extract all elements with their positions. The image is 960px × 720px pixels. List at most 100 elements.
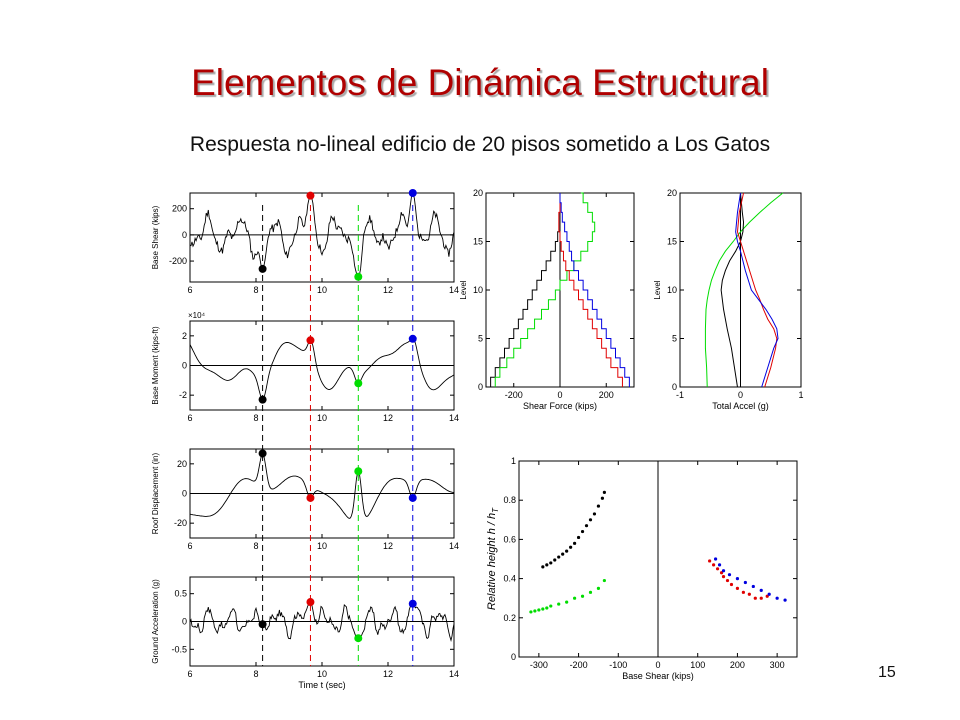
marker-point-red — [306, 191, 315, 200]
y-tick-label: -0.5 — [171, 644, 187, 654]
scatter-point-blue — [717, 563, 722, 567]
series-line — [189, 192, 455, 278]
scatter-point-black — [592, 512, 597, 516]
scatter-point-blue — [713, 557, 718, 561]
x-tick-label: -300 — [530, 660, 548, 670]
base-shear-chart: 6 8 10 12 14 -200 0 200 Base Shear (kips) — [151, 189, 459, 295]
series-line-blue — [735, 192, 779, 388]
scatter-point-red — [765, 594, 769, 598]
scatter-point-black — [596, 504, 601, 508]
x-tick-label: 14 — [449, 285, 459, 295]
y-axis-label: Roof Displacement (in) — [151, 452, 160, 534]
x-tick-label: 6 — [187, 285, 192, 295]
shear-profile-chart: -200 0 200 0 5 10 15 20 Shear Force (kips) Level — [459, 188, 635, 411]
y-tick-label: -20 — [174, 518, 187, 528]
marker-point-blue — [408, 599, 417, 608]
y-axis-label: Relative height h / hT — [486, 507, 500, 610]
y-tick-label: 0 — [182, 361, 187, 371]
series-line-black — [490, 193, 561, 387]
scatter-point-black — [557, 555, 561, 559]
scatter-point-green — [549, 604, 553, 608]
scatter-point-red — [719, 571, 724, 575]
scatter-point-blue — [721, 569, 726, 573]
scatter-point-blue — [743, 580, 747, 585]
marker-point-green — [354, 379, 363, 388]
x-tick-label: 14 — [449, 413, 459, 423]
scatter-point-blue — [767, 592, 771, 596]
slide-title: Elementos de Dinámica Estructural — [191, 62, 769, 103]
scatter-point-green — [573, 596, 577, 600]
x-tick-label: 12 — [383, 413, 393, 423]
x-tick-label: 12 — [383, 541, 393, 551]
scatter-point-blue — [759, 588, 763, 592]
y-axis-label: Base Shear (kips) — [151, 205, 160, 269]
series-line-green — [494, 192, 596, 387]
scatter-point-black — [569, 545, 573, 549]
y-tick-label: 0 — [672, 382, 677, 392]
scatter-point-black — [588, 518, 593, 522]
scatter-point-black — [602, 490, 606, 494]
series-line-red — [736, 192, 778, 388]
x-tick-label: 100 — [690, 660, 705, 670]
x-tick-label: 10 — [317, 669, 327, 679]
scatter-point-red — [712, 563, 716, 567]
scatter-point-black — [584, 524, 589, 528]
plot-frame — [189, 192, 455, 283]
y-tick-label: 0.5 — [174, 589, 187, 599]
y-axis-label: Ground Acceleration (g) — [151, 579, 160, 664]
x-tick-label: 0 — [557, 390, 562, 400]
marker-point-red — [306, 598, 315, 607]
y-tick-label: 5 — [478, 334, 483, 344]
y-tick-label: 0.2 — [503, 613, 516, 623]
x-tick-label: -1 — [676, 390, 684, 400]
x-axis-label: Base Shear (kips) — [622, 671, 694, 681]
scatter-point-black — [600, 496, 605, 500]
x-tick-label: 8 — [253, 413, 258, 423]
scatter-point-green — [565, 600, 569, 604]
x-tick-label: 10 — [317, 541, 327, 551]
x-tick-label: 200 — [599, 390, 614, 400]
scatter-point-green — [533, 609, 537, 613]
scatter-point-black — [565, 549, 569, 553]
scatter-point-black — [553, 558, 557, 562]
y-tick-label: 0 — [182, 489, 187, 499]
scatter-point-blue — [735, 577, 740, 581]
x-tick-label: 10 — [317, 285, 327, 295]
x-tick-label: 14 — [449, 541, 459, 551]
x-tick-label: -100 — [609, 660, 627, 670]
scatter-point-red — [725, 578, 730, 583]
scatter-point-green — [541, 607, 545, 611]
x-tick-label: -200 — [505, 390, 523, 400]
y-axis-label: Level — [653, 280, 662, 299]
series-line-red — [558, 193, 623, 387]
x-tick-label: 300 — [770, 660, 785, 670]
scatter-point-green — [545, 606, 549, 610]
page-number: 15 — [878, 664, 896, 681]
scatter-point-black — [561, 552, 565, 556]
y-tick-label: 0 — [182, 230, 187, 240]
y-tick-label: 2 — [182, 331, 187, 341]
x-tick-label: 0 — [738, 390, 743, 400]
y-tick-label: 200 — [172, 204, 187, 214]
y-tick-label: 0 — [182, 617, 187, 627]
x-tick-label: 14 — [449, 669, 459, 679]
marker-point-blue — [408, 189, 417, 197]
x-tick-label: 12 — [383, 669, 393, 679]
y-axis-label: Base Moment (kips-ft) — [151, 326, 160, 405]
scatter-point-red — [721, 575, 726, 579]
scatter-point-black — [573, 541, 577, 545]
scatter-point-black — [576, 535, 581, 540]
scatter-point-blue — [775, 596, 779, 600]
x-tick-label: 10 — [317, 413, 327, 423]
y-tick-label: 5 — [672, 334, 677, 344]
scatter-point-green — [529, 610, 533, 614]
y-tick-label: 0 — [511, 652, 516, 662]
scatter-point-blue — [727, 573, 732, 577]
y-tick-label: 20 — [177, 459, 187, 469]
marker-guide-lines — [262, 205, 414, 666]
scatter-point-red — [741, 590, 745, 594]
x-axis-label: Shear Force (kips) — [523, 401, 597, 411]
x-tick-label: 0 — [655, 660, 660, 670]
y-tick-label: 1 — [511, 456, 516, 466]
